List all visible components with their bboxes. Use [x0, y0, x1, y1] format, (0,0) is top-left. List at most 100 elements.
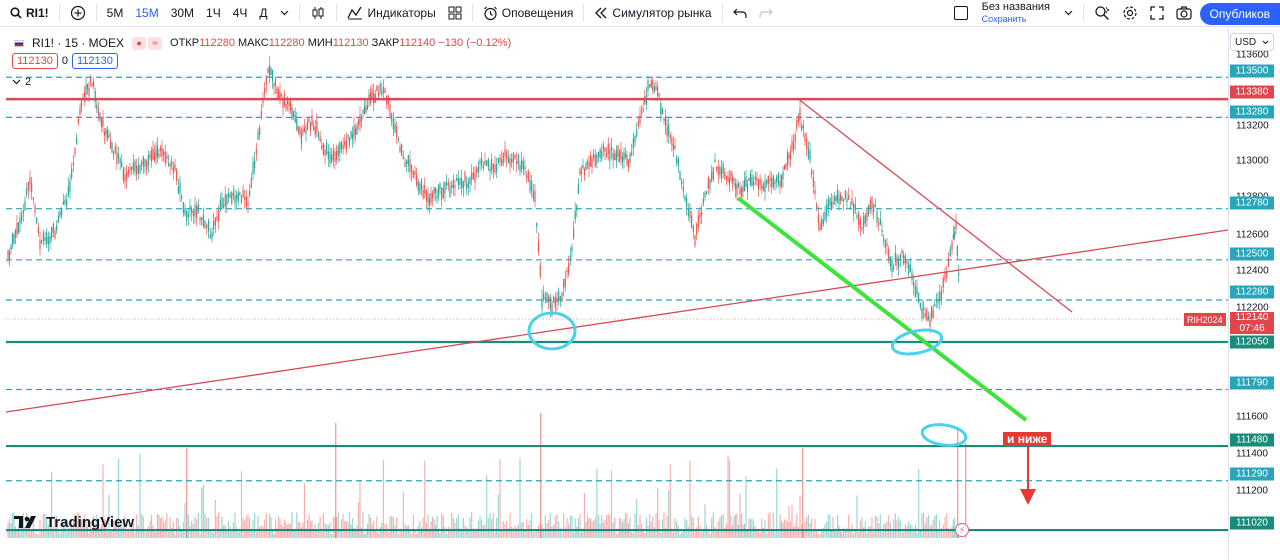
candle-body: [486, 160, 488, 166]
candle-body: [249, 190, 251, 196]
undo-button[interactable]: [727, 0, 753, 27]
candle-body: [946, 271, 948, 278]
candle-body: [457, 177, 459, 185]
candle-body: [607, 143, 609, 155]
volume-bar: [712, 512, 714, 538]
timeframe-15m[interactable]: 15M: [135, 6, 159, 20]
layout-status: Сохранить: [981, 14, 1027, 24]
level-label[interactable]: 113500: [1230, 64, 1274, 78]
volume-bar: [427, 514, 429, 538]
volume-bar: [844, 529, 846, 538]
replay-button[interactable]: Симулятор рынка: [588, 0, 717, 27]
level-label[interactable]: 111790: [1230, 376, 1274, 390]
level-label[interactable]: 113380: [1230, 85, 1274, 99]
candle-body: [802, 125, 804, 129]
timeframe-d[interactable]: Д: [259, 6, 268, 20]
volume-bar: [29, 528, 31, 538]
volume-bar: [507, 527, 509, 538]
candle-body: [687, 209, 689, 217]
level-label[interactable]: 113280: [1230, 105, 1274, 119]
annotation-label[interactable]: и ниже: [1003, 432, 1052, 446]
candle-body: [345, 140, 347, 151]
snapshot-button[interactable]: [1170, 0, 1198, 27]
indicators-button[interactable]: Индикаторы: [341, 0, 442, 27]
publish-button[interactable]: Опубликов: [1199, 3, 1280, 25]
level-label[interactable]: 111480: [1230, 433, 1274, 447]
sell-button[interactable]: 112130: [12, 53, 58, 69]
level-label[interactable]: 112500: [1230, 247, 1274, 261]
volume-bar: [692, 517, 694, 538]
last-price-box[interactable]: 112140 07:46: [1230, 312, 1274, 334]
level-label[interactable]: 112780: [1230, 196, 1274, 210]
volume-bar: [339, 530, 341, 538]
support-ellipse-1[interactable]: [527, 311, 577, 351]
timeframe-5m[interactable]: 5M: [106, 6, 124, 20]
volume-bar: [881, 531, 883, 538]
timeframe-4h[interactable]: 4Ч: [232, 6, 248, 20]
level-label[interactable]: 111290: [1230, 467, 1274, 481]
compare-button[interactable]: [64, 0, 92, 27]
candle-body: [296, 118, 298, 130]
candle-body: [34, 205, 36, 213]
layout-checkbox[interactable]: [953, 6, 968, 20]
indicators-toggle[interactable]: 2: [12, 76, 31, 88]
timeframe-30m[interactable]: 30M: [170, 6, 195, 20]
alerts-button[interactable]: Оповещения: [477, 0, 580, 27]
timeframe-1h[interactable]: 1Ч: [206, 6, 221, 20]
quick-search-button[interactable]: [1088, 0, 1116, 27]
flash-icon[interactable]: ⚡: [955, 523, 969, 537]
candle-body: [424, 185, 426, 194]
timeframe-menu[interactable]: [274, 0, 295, 27]
currency-select[interactable]: USD: [1230, 33, 1274, 51]
candle-body: [449, 185, 451, 197]
level-label[interactable]: 112280: [1230, 285, 1274, 299]
candle-body: [639, 114, 641, 123]
legend-symbol[interactable]: RI1! · 15 · MOEX: [32, 36, 125, 50]
chart-type-button[interactable]: [304, 0, 332, 27]
volume-bar: [216, 516, 218, 538]
low-key: МИН: [307, 37, 333, 49]
volume-bar: [734, 514, 737, 538]
support-ellipse-2[interactable]: [890, 326, 944, 358]
candle-body: [239, 192, 241, 195]
volume-bar: [422, 517, 424, 538]
volume-bar: [392, 517, 394, 538]
volume-bar: [727, 456, 729, 538]
volume-bar: [441, 513, 443, 538]
candle-body: [588, 162, 590, 170]
candle-body: [360, 118, 363, 122]
candle-body: [67, 186, 69, 196]
buy-button[interactable]: 112130: [72, 53, 118, 69]
symbol-legend: RI1! · 15 · MOEX ● ≈ ОТКР112280 МАКС1122…: [14, 36, 511, 50]
rising-trendline[interactable]: [5, 229, 1229, 413]
down-arrow[interactable]: [1020, 446, 1036, 505]
volume-bar: [376, 516, 378, 538]
volume-bar: [913, 532, 915, 538]
volume-bar: [13, 512, 15, 538]
volume-bar: [394, 525, 396, 538]
volume-bar: [879, 514, 881, 538]
templates-button[interactable]: [442, 0, 468, 27]
price-chart[interactable]: [0, 28, 1280, 560]
data-delay-icon[interactable]: ≈: [148, 36, 163, 50]
volume-bar: [371, 524, 373, 538]
volume-bar: [19, 526, 21, 538]
layout-menu[interactable]: Без названия Сохранить: [948, 0, 1079, 27]
volume-bar: [949, 530, 951, 538]
volume-bar: [342, 513, 344, 538]
falling-trendline[interactable]: [796, 97, 1073, 313]
candle-body: [615, 149, 617, 161]
green-projection-line[interactable]: [736, 196, 1028, 422]
market-status-icon[interactable]: ●: [132, 36, 147, 50]
level-label[interactable]: 111020: [1230, 516, 1274, 530]
candle-body: [365, 106, 367, 113]
volume-bar: [942, 524, 944, 538]
target-ellipse[interactable]: [920, 422, 968, 448]
symbol-search[interactable]: RI1!: [0, 0, 55, 27]
volume-bar: [496, 518, 498, 538]
redo-button[interactable]: [753, 0, 779, 27]
level-label[interactable]: 112050: [1230, 335, 1274, 349]
settings-button[interactable]: [1116, 0, 1144, 27]
fullscreen-button[interactable]: [1144, 0, 1170, 27]
volume-bar: [169, 517, 171, 538]
